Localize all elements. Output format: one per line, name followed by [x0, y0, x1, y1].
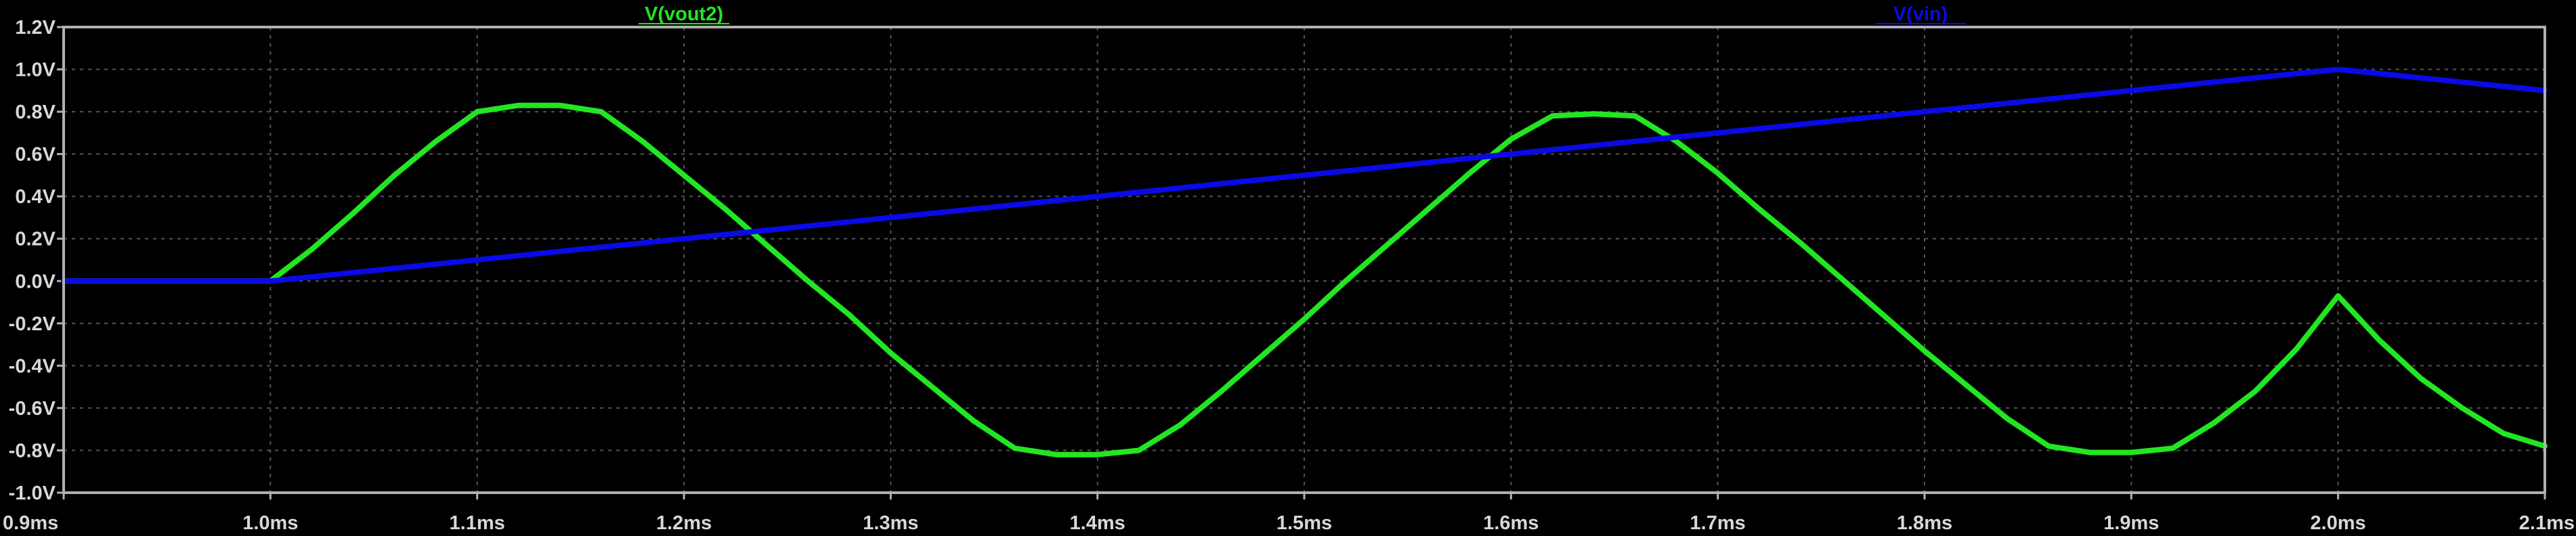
y-tick-label: -0.8V [9, 440, 56, 462]
series-line-vin [61, 66, 2548, 284]
x-tick-label: 1.1ms [450, 512, 505, 534]
y-tick-label: 0.2V [15, 229, 56, 250]
y-tick-label: 0.0V [15, 271, 56, 292]
plot-frame [62, 26, 2546, 494]
x-tick-label: 1.9ms [2103, 512, 2159, 534]
y-tick-label: 1.2V [15, 17, 56, 39]
y-tick-label: -1.0V [9, 483, 56, 504]
x-tick-label: 1.8ms [1897, 512, 1952, 534]
y-tick-label: 1.0V [15, 60, 56, 81]
x-tick-label: 1.4ms [1070, 512, 1125, 534]
x-tick-label: 2.0ms [2311, 512, 2366, 534]
y-tick-label: -0.4V [9, 355, 56, 377]
x-tick-label: 1.7ms [1690, 512, 1746, 534]
y-tick-label: -0.2V [9, 313, 56, 335]
x-tick-label: 1.6ms [1483, 512, 1539, 534]
legend-vin[interactable]: V(vin) [1893, 3, 1948, 25]
y-tick-label: -0.6V [9, 398, 56, 420]
x-tick-label: 0.9ms [3, 512, 58, 534]
x-axis-ticks: 0.9ms 1.0ms 1.1ms 1.2ms 1.3ms 1.4ms 1.5ms 1.6ms… [3, 493, 2575, 534]
x-tick-label: 1.3ms [863, 512, 918, 534]
y-tick-label: 0.4V [15, 186, 56, 208]
legend-vout2[interactable]: V(vout2) [645, 3, 723, 25]
series-line-vout2 [61, 102, 2548, 457]
series-lines [61, 66, 2548, 457]
x-tick-label: 1.0ms [242, 512, 298, 534]
x-tick-label: 2.1ms [2519, 512, 2575, 534]
y-tick-label: 0.8V [15, 102, 56, 123]
y-tick-label: 0.6V [15, 144, 56, 166]
y-axis-ticks: 1.2V 1.0V 0.8V 0.6V 0.4V 0.2V 0.0V -0.2V -0.4V -0… [9, 17, 64, 504]
x-tick-label: 1.2ms [656, 512, 712, 534]
x-tick-label: 1.5ms [1276, 512, 1332, 534]
